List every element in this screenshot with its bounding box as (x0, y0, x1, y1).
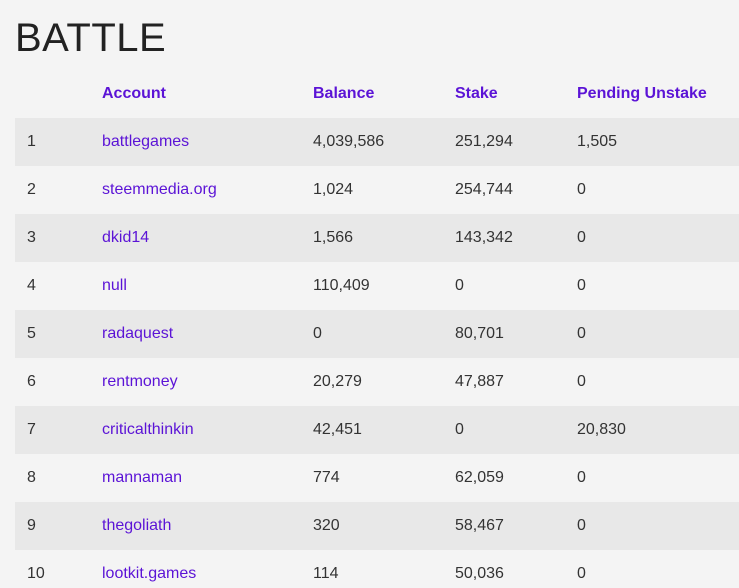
account-cell: battlegames (102, 118, 313, 166)
rank-cell: 8 (15, 454, 102, 502)
balance-cell: 0 (313, 310, 455, 358)
balance-cell: 320 (313, 502, 455, 550)
pending-unstake-cell: 0 (577, 214, 739, 262)
column-header-pending-unstake[interactable]: Pending Unstake (577, 85, 707, 102)
table-row: 1 battlegames 4,039,586 251,294 1,505 (15, 118, 739, 166)
stake-cell: 62,059 (455, 454, 577, 502)
account-link[interactable]: rentmoney (102, 373, 178, 390)
balance-cell: 774 (313, 454, 455, 502)
balance-cell: 1,566 (313, 214, 455, 262)
pending-unstake-cell: 0 (577, 502, 739, 550)
pending-unstake-cell: 0 (577, 454, 739, 502)
balance-cell: 20,279 (313, 358, 455, 406)
rank-cell: 10 (15, 550, 102, 588)
page-title: BATTLE (15, 16, 167, 60)
rank-cell: 7 (15, 406, 102, 454)
stake-cell: 254,744 (455, 166, 577, 214)
account-link[interactable]: steemmedia.org (102, 181, 217, 198)
account-link[interactable]: dkid14 (102, 229, 150, 246)
account-link[interactable]: null (102, 277, 127, 294)
account-cell: rentmoney (102, 358, 313, 406)
pending-unstake-cell: 20,830 (577, 406, 739, 454)
stake-cell: 0 (455, 406, 577, 454)
rank-cell: 4 (15, 262, 102, 310)
pending-unstake-cell: 0 (577, 262, 739, 310)
balance-cell: 42,451 (313, 406, 455, 454)
balance-cell: 4,039,586 (313, 118, 455, 166)
stake-cell: 0 (455, 262, 577, 310)
stake-cell: 251,294 (455, 118, 577, 166)
account-cell: mannaman (102, 454, 313, 502)
table-row: 3 dkid14 1,566 143,342 0 (15, 214, 739, 262)
rank-cell: 2 (15, 166, 102, 214)
stake-cell: 50,036 (455, 550, 577, 588)
account-cell: radaquest (102, 310, 313, 358)
account-link[interactable]: battlegames (102, 133, 190, 150)
balance-cell: 1,024 (313, 166, 455, 214)
table-row: 4 null 110,409 0 0 (15, 262, 739, 310)
account-link[interactable]: thegoliath (102, 517, 172, 534)
rank-cell: 1 (15, 118, 102, 166)
account-link[interactable]: radaquest (102, 325, 174, 342)
column-header-account[interactable]: Account (102, 85, 166, 102)
table-row: 7 criticalthinkin 42,451 0 20,830 (15, 406, 739, 454)
account-cell: lootkit.games (102, 550, 313, 588)
stake-cell: 80,701 (455, 310, 577, 358)
table-row: 6 rentmoney 20,279 47,887 0 (15, 358, 739, 406)
account-cell: dkid14 (102, 214, 313, 262)
column-header-rank (15, 70, 102, 118)
pending-unstake-cell: 0 (577, 166, 739, 214)
rank-cell: 6 (15, 358, 102, 406)
account-link[interactable]: mannaman (102, 469, 183, 486)
account-cell: null (102, 262, 313, 310)
pending-unstake-cell: 0 (577, 550, 739, 588)
table-row: 2 steemmedia.org 1,024 254,744 0 (15, 166, 739, 214)
table-row: 5 radaquest 0 80,701 0 (15, 310, 739, 358)
table-header-row: Account Balance Stake Pending Unstake (15, 70, 739, 118)
pending-unstake-cell: 0 (577, 310, 739, 358)
pending-unstake-cell: 1,505 (577, 118, 739, 166)
account-cell: thegoliath (102, 502, 313, 550)
column-header-balance[interactable]: Balance (313, 85, 375, 102)
stake-cell: 47,887 (455, 358, 577, 406)
table-row: 10 lootkit.games 114 50,036 0 (15, 550, 739, 588)
balance-cell: 110,409 (313, 262, 455, 310)
rank-cell: 5 (15, 310, 102, 358)
rank-cell: 9 (15, 502, 102, 550)
account-link[interactable]: lootkit.games (102, 565, 197, 582)
account-link[interactable]: criticalthinkin (102, 421, 194, 438)
stake-cell: 143,342 (455, 214, 577, 262)
rank-cell: 3 (15, 214, 102, 262)
table-row: 9 thegoliath 320 58,467 0 (15, 502, 739, 550)
stake-cell: 58,467 (455, 502, 577, 550)
account-cell: steemmedia.org (102, 166, 313, 214)
balance-cell: 114 (313, 550, 455, 588)
table-body: 1 battlegames 4,039,586 251,294 1,505 2 steemm… (15, 118, 739, 588)
column-header-stake[interactable]: Stake (455, 85, 498, 102)
pending-unstake-cell: 0 (577, 358, 739, 406)
account-cell: criticalthinkin (102, 406, 313, 454)
table-row: 8 mannaman 774 62,059 0 (15, 454, 739, 502)
